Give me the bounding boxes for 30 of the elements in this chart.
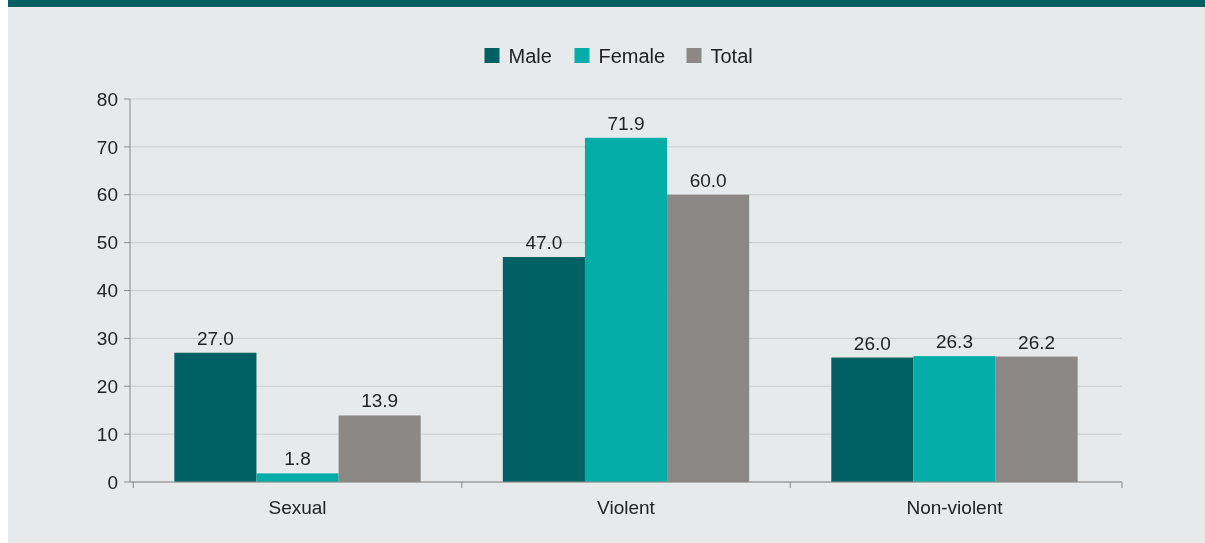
- y-tick-label: 60: [96, 184, 118, 206]
- bar: [913, 356, 996, 482]
- data-label: 26.0: [853, 332, 891, 354]
- y-tick-label: 20: [96, 375, 118, 397]
- x-tick-label: Non-violent: [906, 497, 1004, 518]
- data-label: 26.3: [935, 331, 973, 353]
- y-tick-label: 70: [96, 136, 118, 158]
- x-tick-label: Violent: [597, 497, 656, 518]
- y-tick-label: 40: [96, 280, 118, 302]
- y-tick-label: 30: [96, 328, 118, 350]
- y-tick-label: 0: [107, 471, 118, 493]
- data-label: 13.9: [361, 390, 399, 412]
- data-label: 27.0: [196, 327, 234, 349]
- data-label: 71.9: [607, 112, 645, 134]
- legend-label: Total: [710, 45, 753, 67]
- data-label: 60.0: [689, 169, 727, 191]
- data-label: 26.2: [1018, 331, 1056, 353]
- data-label: 1.8: [284, 448, 311, 470]
- bar: [174, 352, 257, 482]
- bar: [502, 256, 585, 482]
- y-tick-label: 10: [96, 423, 118, 445]
- bar: [831, 357, 914, 482]
- x-tick-label: Sexual: [268, 497, 327, 518]
- data-label: 47.0: [525, 231, 563, 253]
- y-tick-label: 80: [96, 88, 118, 110]
- legend-label: Male: [508, 45, 552, 67]
- legend-label: Female: [598, 45, 666, 67]
- bar: [256, 473, 339, 482]
- bar: [584, 137, 668, 482]
- y-tick-label: 50: [96, 232, 118, 254]
